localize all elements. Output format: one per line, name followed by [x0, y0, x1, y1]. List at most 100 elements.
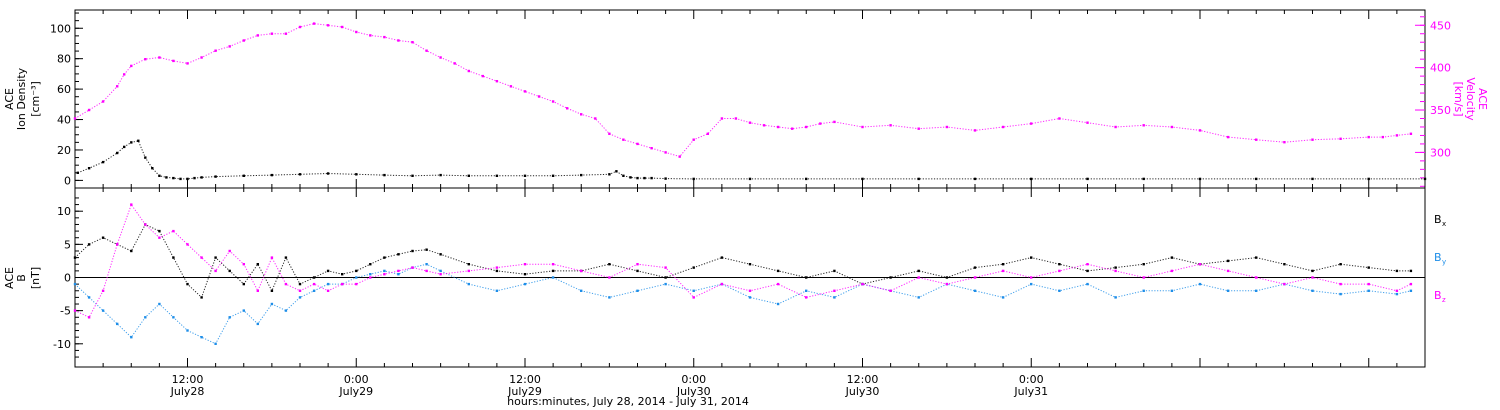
density-point: [629, 176, 632, 179]
time-tick-label: 0:00: [344, 373, 369, 386]
velocity-point: [123, 73, 126, 76]
bz-point: [242, 263, 245, 266]
bz-point: [1170, 269, 1174, 273]
density-point: [664, 177, 667, 180]
bz-point: [130, 203, 133, 206]
bx-point: [1367, 266, 1370, 269]
bx-point: [833, 269, 836, 273]
density-point: [1198, 177, 1202, 181]
density-point: [137, 139, 140, 142]
bz-point: [1226, 269, 1230, 273]
velocity-point: [1114, 125, 1117, 129]
bz-point: [200, 256, 203, 259]
bz-point: [1114, 269, 1117, 273]
by-point: [692, 289, 695, 292]
density-point: [615, 170, 618, 173]
bz-point: [214, 269, 217, 273]
velocity-point: [312, 22, 316, 25]
bz-point: [425, 269, 428, 273]
bx-point: [720, 256, 724, 259]
bx-point: [341, 273, 344, 276]
velocity-point: [73, 117, 77, 120]
legend-by-subscript: y: [1442, 258, 1446, 266]
density-point: [151, 167, 154, 170]
velocity-point: [453, 62, 456, 65]
bz-point: [341, 282, 344, 286]
time-tick-label: 0:00: [1019, 373, 1044, 386]
by-point: [383, 269, 386, 273]
density-point: [580, 173, 583, 177]
date-tick-label: July31: [1013, 385, 1048, 398]
bx-point: [1114, 266, 1117, 269]
density-point: [326, 172, 330, 175]
bz-point: [144, 223, 147, 226]
velocity-point: [973, 129, 977, 132]
by-point: [439, 269, 442, 273]
velocity-point: [566, 107, 569, 110]
density-point: [551, 174, 555, 177]
velocity-point: [776, 125, 780, 129]
by-point: [116, 322, 119, 326]
velocity-point: [439, 56, 442, 59]
velocity-point: [1283, 141, 1286, 144]
velocity-point: [748, 121, 752, 124]
bx-point: [664, 276, 667, 279]
density-point: [495, 174, 499, 177]
bx-point: [805, 276, 808, 279]
by-point: [1142, 289, 1145, 292]
bz-point: [945, 282, 949, 286]
b-tick-label: 5: [64, 238, 71, 251]
velocity-point: [284, 32, 288, 35]
density-point: [101, 160, 105, 164]
bx-point: [1409, 269, 1413, 273]
velocity-point: [580, 113, 583, 116]
density-point: [692, 177, 695, 181]
velocity-point: [270, 32, 274, 35]
velocity-point: [805, 125, 808, 129]
time-tick-label: 12:00: [172, 373, 204, 386]
velocity-point: [1198, 129, 1202, 132]
velocity-point: [1226, 135, 1230, 139]
velocity-point: [369, 34, 372, 37]
velocity-point: [1339, 137, 1342, 140]
density-point: [622, 174, 625, 177]
by-trace: [74, 263, 1412, 345]
velocity-point: [734, 117, 738, 120]
bz-point: [776, 282, 780, 286]
by-point: [242, 309, 245, 312]
density-point: [608, 173, 611, 176]
by-point: [805, 289, 808, 292]
by-point: [636, 289, 639, 292]
bz-point: [298, 289, 302, 292]
bx-point: [101, 236, 105, 239]
by-point: [580, 289, 583, 292]
bx-point: [397, 253, 400, 256]
velocity-point: [1058, 117, 1061, 120]
by-point: [467, 282, 470, 286]
by-point: [1339, 292, 1342, 296]
bz-point: [861, 282, 864, 286]
density-point: [123, 145, 126, 149]
density-tick-label: 100: [50, 22, 71, 35]
density-velocity-panel: 0 20 40 60 80 100 300 350 400 450 ACE Ion Densit…: [3, 9, 1489, 189]
velocity-point: [1030, 122, 1033, 125]
density-point: [130, 141, 133, 144]
b-tick-label: -10: [53, 338, 71, 351]
bx-point: [1030, 256, 1033, 259]
bx-point: [425, 248, 428, 251]
time-tick-label: 12:00: [847, 373, 879, 386]
velocity-point: [945, 125, 949, 129]
density-point: [165, 176, 168, 179]
bz-point: [523, 263, 527, 266]
bx-point: [355, 269, 358, 273]
density-point: [1142, 177, 1145, 181]
bx-point: [73, 256, 77, 259]
density-point: [158, 174, 161, 177]
by-point: [228, 316, 231, 319]
by-point: [298, 296, 302, 299]
density-point: [1311, 177, 1314, 181]
b-axis-ticks: -10 -5 0 5 10: [53, 197, 83, 358]
velocity-point: [383, 35, 386, 39]
velocity-point: [608, 132, 611, 135]
